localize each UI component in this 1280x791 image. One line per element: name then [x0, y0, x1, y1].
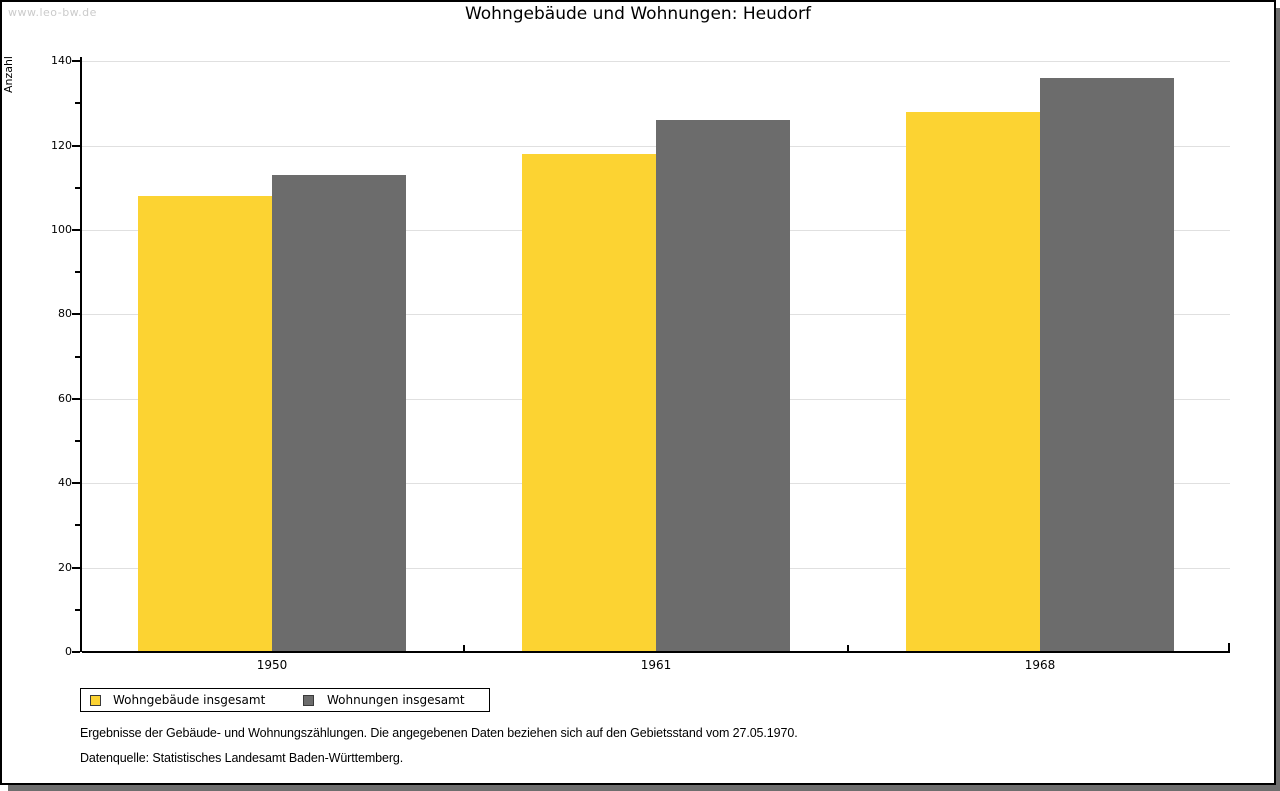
gridline — [82, 61, 1230, 63]
y-minor-tick — [75, 355, 80, 358]
y-tick — [72, 566, 80, 569]
category-divider-tick — [463, 645, 465, 651]
footer-source: Datenquelle: Statistisches Landesamt Bad… — [80, 751, 404, 765]
x-axis-end-tick — [1228, 643, 1230, 651]
drop-shadow-bottom — [8, 785, 1280, 791]
y-axis — [80, 57, 82, 652]
legend: Wohngebäude insgesamt Wohnungen insgesam… — [80, 688, 490, 712]
y-tick-label: 0 — [65, 645, 72, 658]
footer-note: Ergebnisse der Gebäude- und Wohnungszähl… — [80, 726, 798, 740]
y-tick-label: 80 — [58, 307, 72, 321]
y-tick-label: 100 — [51, 223, 72, 236]
bar-wohnungen-1950 — [272, 175, 406, 652]
x-tick-label-1968: 1968 — [1024, 658, 1056, 672]
bar-wohngebaeude-1961 — [522, 154, 656, 652]
x-axis — [82, 651, 1230, 653]
bar-wohnungen-1961 — [656, 120, 790, 652]
x-tick-label-1961: 1961 — [640, 658, 672, 672]
y-axis-title: Anzahl — [2, 56, 15, 94]
y-minor-tick — [75, 186, 80, 189]
y-tick — [72, 651, 80, 653]
y-tick-label: 60 — [58, 391, 72, 405]
y-tick-label: 40 — [58, 476, 72, 490]
bar-wohnungen-1968 — [1040, 78, 1174, 652]
bar-wohngebaeude-1950 — [138, 196, 272, 652]
category-divider-tick — [847, 645, 849, 651]
legend-swatch-wohngebaeude — [90, 695, 101, 706]
y-minor-tick — [75, 524, 80, 527]
y-minor-tick — [75, 440, 80, 442]
legend-swatch-wohnungen — [303, 695, 314, 706]
y-tick-label: 120 — [51, 138, 72, 152]
chart-title: Wohngebäude und Wohnungen: Heudorf — [464, 4, 812, 24]
y-tick — [72, 144, 80, 147]
y-tick — [72, 482, 80, 485]
drop-shadow-right — [1276, 8, 1280, 791]
y-minor-tick — [75, 271, 80, 274]
y-tick — [72, 229, 80, 231]
y-minor-tick — [75, 102, 80, 105]
y-tick-label: 20 — [58, 560, 72, 574]
legend-label-wohngebaeude: Wohngebäude insgesamt — [113, 693, 266, 707]
y-tick — [72, 313, 80, 316]
x-tick-label-1950: 1950 — [256, 658, 288, 672]
watermark: www.leo-bw.de — [8, 6, 97, 19]
y-tick — [72, 397, 80, 400]
legend-label-wohnungen: Wohnungen insgesamt — [327, 693, 465, 707]
y-minor-tick — [75, 608, 80, 611]
y-tick-label: 140 — [51, 54, 72, 68]
bar-wohngebaeude-1968 — [906, 111, 1040, 652]
y-tick — [72, 60, 80, 63]
